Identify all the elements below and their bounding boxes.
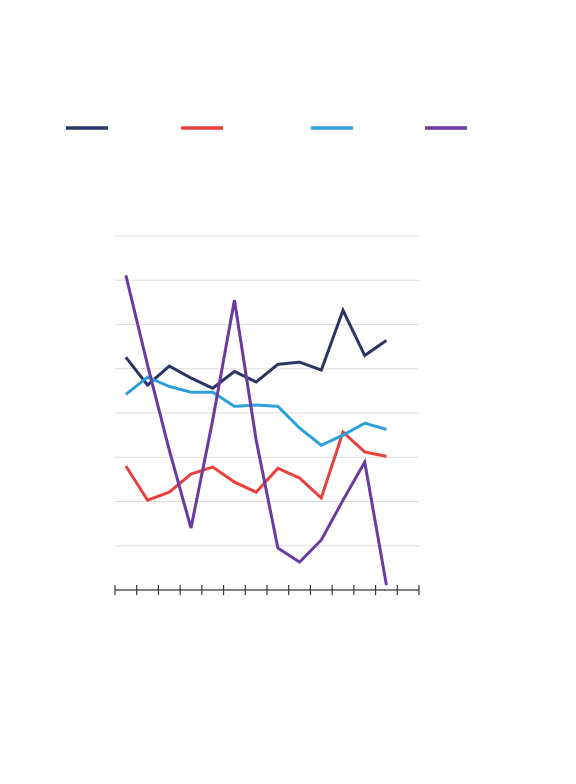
line-series — [124, 275, 388, 586]
line-series — [124, 429, 387, 502]
line-series — [124, 375, 387, 448]
line-series — [124, 306, 388, 390]
